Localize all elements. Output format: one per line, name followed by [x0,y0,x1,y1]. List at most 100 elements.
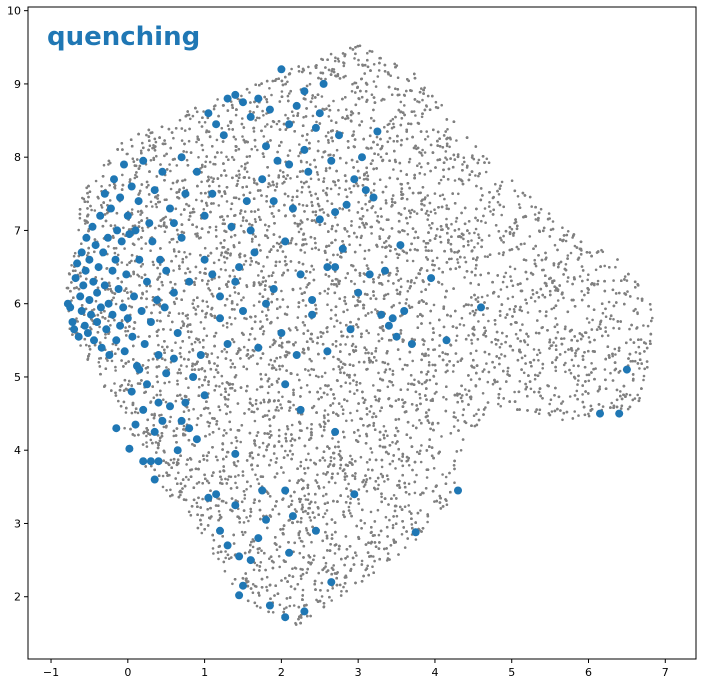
background-point [200,531,204,535]
background-point [376,508,380,512]
background-point [312,368,316,372]
background-point [198,377,201,381]
background-point [456,360,460,364]
background-point [334,56,337,59]
background-point [218,513,222,517]
background-point [266,236,270,240]
background-point [452,425,456,428]
background-point [462,237,465,241]
background-point [348,382,352,385]
background-point [249,263,252,267]
background-point [255,564,259,567]
background-point [537,412,541,416]
background-point [220,194,224,198]
background-point [321,155,324,159]
background-point [252,304,256,307]
background-point [219,253,223,257]
background-point [229,475,233,479]
background-point [406,459,410,462]
background-point [642,374,646,378]
background-point [94,299,98,303]
background-point [490,340,494,344]
background-point [534,264,538,268]
background-point [379,472,383,476]
background-point [289,177,292,180]
background-point [646,324,650,328]
background-point [424,245,428,249]
background-point [275,122,279,126]
background-point [598,323,602,326]
background-point [266,391,270,395]
background-point [290,110,294,113]
background-point [456,419,460,422]
background-point [499,288,503,291]
background-point [445,158,449,161]
background-point [488,201,491,204]
background-point [420,87,423,90]
background-point [418,162,421,165]
background-point [392,168,395,171]
background-point [220,126,224,130]
background-point [195,140,198,144]
background-point [533,300,537,303]
background-point [247,338,251,342]
background-point [113,251,117,255]
background-point [536,353,539,357]
background-point [369,191,373,194]
background-point [423,173,427,176]
background-point [176,379,179,383]
background-point [461,163,464,166]
background-point [184,475,188,479]
background-point [524,259,528,262]
background-point [178,118,182,122]
background-point [78,216,82,220]
background-point [334,481,337,485]
background-point [367,331,371,335]
background-point [377,371,380,375]
background-point [169,328,172,332]
background-point [266,185,270,189]
background-point [374,211,377,214]
background-point [537,348,541,352]
background-point [330,599,334,602]
background-point [158,263,162,266]
background-point [299,287,302,290]
background-point [376,487,380,491]
background-point [253,181,256,185]
background-point [327,115,331,118]
background-point [554,344,558,348]
background-point [271,611,275,614]
background-point [418,396,422,400]
background-point [651,316,654,320]
background-point [317,248,321,252]
background-point [252,349,256,353]
background-point [360,559,364,563]
background-point [541,367,544,370]
background-point [241,135,244,138]
background-point [252,410,256,414]
background-point [300,180,303,184]
background-point [267,274,271,278]
background-point [374,347,378,350]
background-point [450,257,453,261]
background-point [395,514,399,518]
background-point [353,475,357,478]
background-point [226,124,230,127]
background-point [288,92,291,95]
background-point [154,140,158,144]
background-point [284,449,287,453]
background-point [357,502,361,505]
background-point [367,468,370,471]
background-point [292,403,295,407]
background-point [626,407,630,411]
background-point [242,345,246,349]
background-point [487,234,491,237]
background-point [207,424,211,428]
background-point [610,401,613,405]
background-point [310,367,313,371]
background-point [267,174,271,177]
background-point [100,185,103,188]
background-point [198,341,202,344]
background-point [388,367,392,371]
